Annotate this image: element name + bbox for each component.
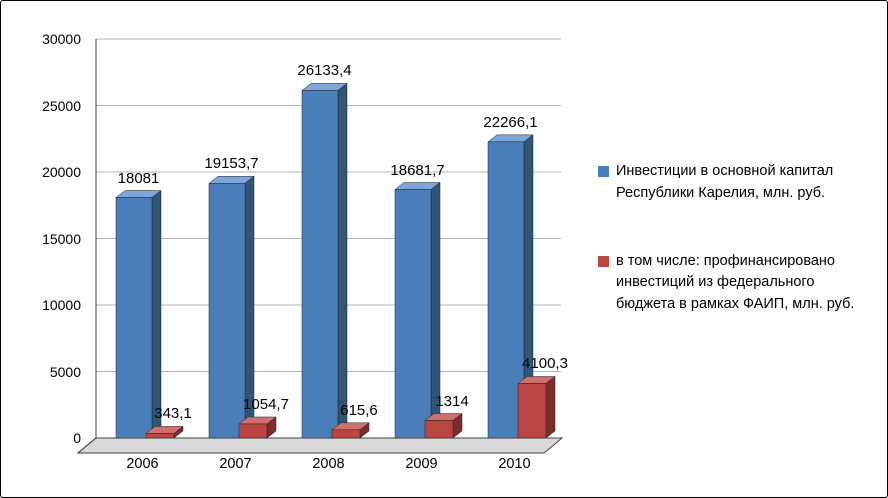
y-tick-label-15000: 15000 <box>42 230 81 247</box>
bar-2007-s1 <box>208 183 246 439</box>
bar-2008-s2 <box>331 429 361 439</box>
value-label-2008-s1: 26133,4 <box>297 62 352 80</box>
bar-2008-s1 <box>301 90 339 439</box>
bar-side-2006-s1 <box>151 190 162 439</box>
value-label-2009-s1: 18681,7 <box>390 161 445 179</box>
value-label-2010-s1: 22266,1 <box>483 113 538 131</box>
x-category-label-2008: 2008 <box>312 456 345 472</box>
y-tick-label-10000: 10000 <box>42 297 81 313</box>
y-tick-label-20000: 20000 <box>42 164 81 180</box>
value-label-2006-s2: 343,1 <box>154 405 192 423</box>
legend-label-series1: Инвестиции в основной капитал Республики… <box>616 163 834 201</box>
chart-floor <box>76 437 564 454</box>
bar-2009-s2 <box>424 420 454 439</box>
value-label-2006-s1: 18081 <box>117 169 160 187</box>
bar-2007-s2 <box>238 423 268 439</box>
bar-side-2010-s2 <box>545 375 556 439</box>
bar-2006-s2 <box>145 433 175 439</box>
legend: Инвестиции в основной капитал Республики… <box>598 161 864 316</box>
value-label-2007-s1: 19153,7 <box>204 155 259 173</box>
axis-depth-line <box>77 437 97 454</box>
bar-side-2008-s1 <box>337 82 348 439</box>
y-tick-label-0: 0 <box>73 430 81 446</box>
y-tick-label-30000: 30000 <box>42 31 81 47</box>
bar-2010-s2 <box>517 383 547 439</box>
y-tick-label-25000: 25000 <box>42 97 81 114</box>
x-category-label-2007: 2007 <box>219 456 252 472</box>
value-label-2007-s2: 1054,7 <box>243 395 289 413</box>
bar-2009-s1 <box>394 189 432 439</box>
bar-2006-s1 <box>115 197 153 439</box>
legend-marker-blue <box>598 166 609 177</box>
y-tick-label-5000: 5000 <box>49 363 81 380</box>
x-category-label-2009: 2009 <box>405 456 438 472</box>
x-category-label-2010: 2010 <box>498 456 531 472</box>
value-label-2010-s2: 4100,3 <box>522 355 568 373</box>
x-category-label-2006: 2006 <box>126 456 159 472</box>
legend-item-series2: в том числе: профинансировано инвестиций… <box>598 251 864 316</box>
value-label-2009-s2: 1314 <box>435 392 469 410</box>
legend-label-series2: в том числе: профинансировано инвестиций… <box>616 252 855 313</box>
value-label-2008-s2: 615,6 <box>340 401 378 419</box>
legend-item-series1: Инвестиции в основной капитал Республики… <box>598 161 864 205</box>
legend-marker-red <box>598 255 609 267</box>
